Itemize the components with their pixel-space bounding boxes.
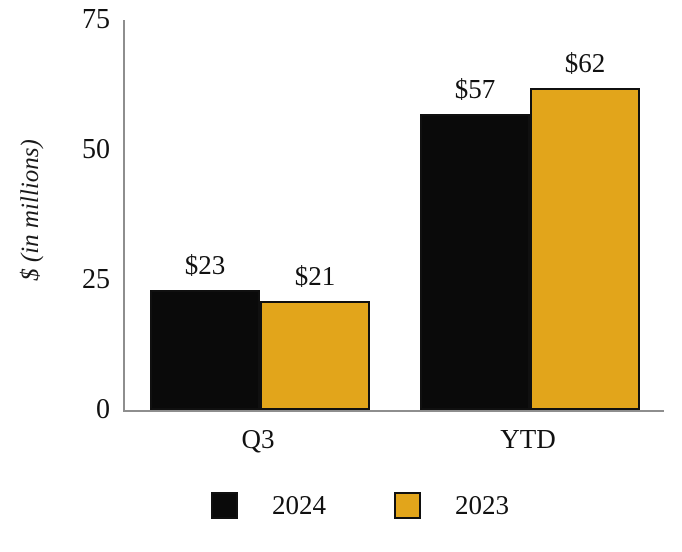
bar-value-label: $23 — [184, 250, 226, 281]
y-tick-label: 0 — [96, 394, 110, 425]
bar-value-label: $21 — [294, 260, 336, 291]
legend-item-2023: 2023 — [394, 492, 509, 519]
y-tick-label: 25 — [82, 264, 110, 295]
legend-label: 2024 — [272, 490, 326, 520]
legend-swatch-icon — [394, 492, 421, 519]
bar-2024-YTD — [420, 113, 530, 410]
x-axis-category-labels: Q3 YTD — [123, 424, 662, 464]
legend-label: 2023 — [455, 490, 509, 520]
y-axis-tick-labels: 0 25 50 75 — [0, 0, 110, 552]
x-category-label-Q3: Q3 — [241, 424, 275, 454]
bar-2023-YTD — [530, 87, 640, 410]
bar-2023-Q3 — [260, 300, 370, 410]
plot-area: $23 $21 $57 $62 — [123, 20, 664, 412]
x-category-label-YTD: YTD — [500, 424, 556, 454]
bar-value-label: $57 — [454, 73, 496, 104]
y-tick-label: 50 — [82, 134, 110, 165]
bar-value-label: $62 — [564, 47, 606, 78]
legend-item-2024: 2024 — [211, 492, 326, 519]
y-tick-label: 75 — [82, 4, 110, 35]
legend: 2024 2023 — [211, 492, 509, 519]
bar-2024-Q3 — [150, 290, 260, 410]
legend-swatch-icon — [211, 492, 238, 519]
